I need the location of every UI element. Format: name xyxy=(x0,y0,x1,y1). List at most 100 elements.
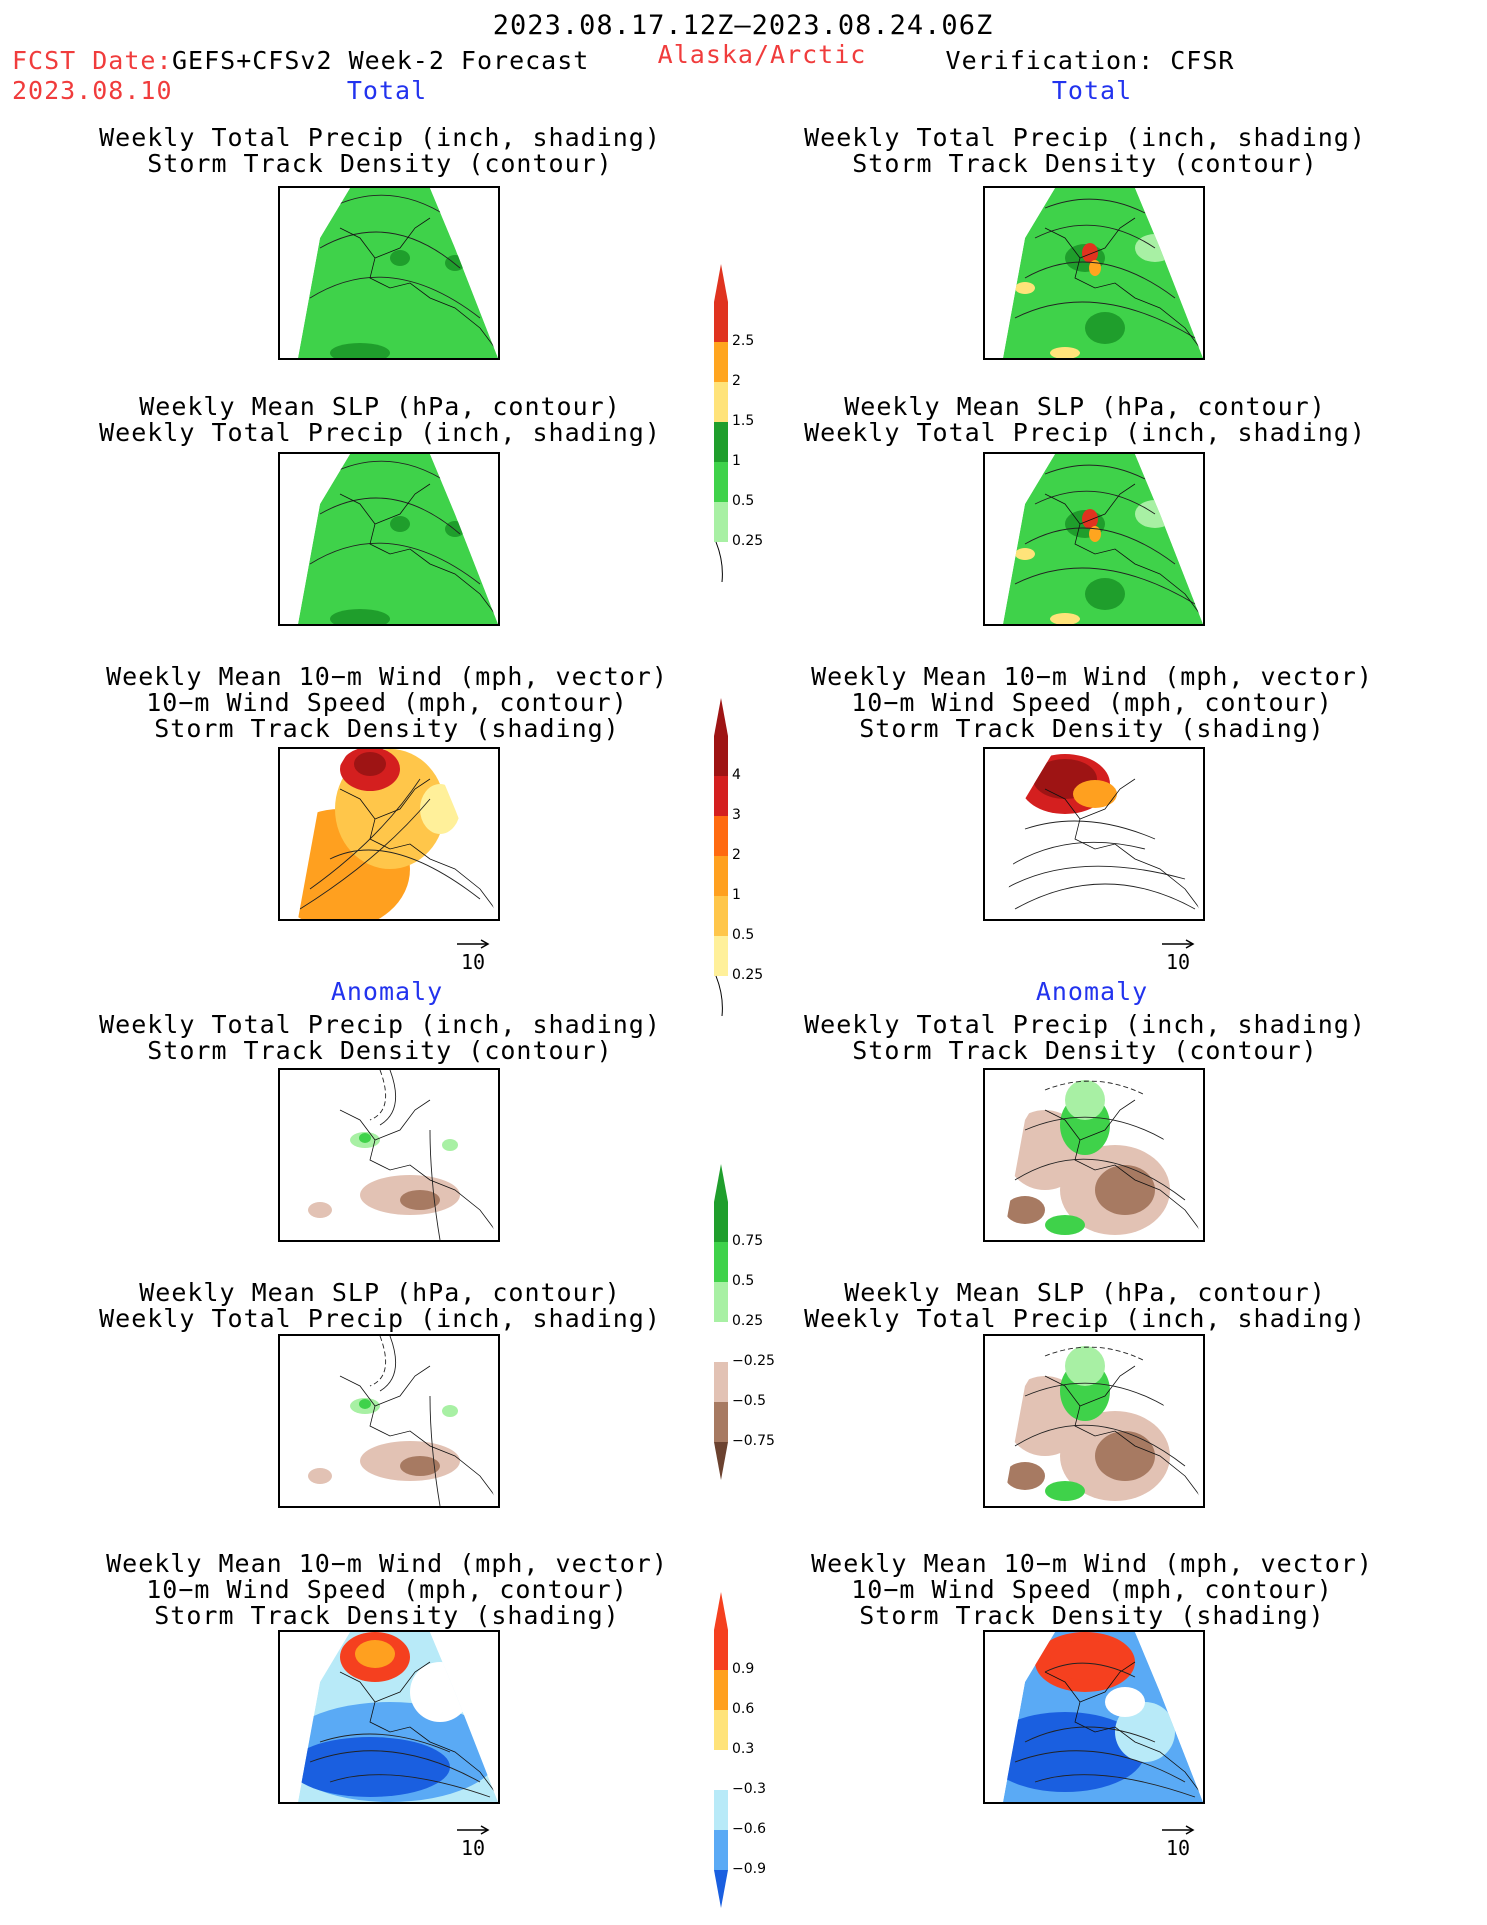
shade-region xyxy=(330,609,390,624)
colorbar-precip-anom: 0.75 0.5 0.25 −0.25 −0.5 −0.75 xyxy=(712,1162,775,1486)
shade-region xyxy=(330,343,390,358)
contour-line xyxy=(1024,1382,1166,1407)
colorbar-swatch xyxy=(714,502,728,542)
colorbar-swatch xyxy=(714,1830,728,1870)
map-total-precip-forecast xyxy=(278,186,500,360)
colorbar-label: 1 xyxy=(732,453,741,469)
shade-region xyxy=(1065,1080,1105,1120)
colorbar-swatch xyxy=(714,1322,728,1362)
colorbar-label: 0.25 xyxy=(732,1313,764,1329)
map-domain xyxy=(1003,188,1203,358)
shade-region xyxy=(1095,1431,1155,1481)
shade-region xyxy=(390,516,410,532)
map-canvas xyxy=(1003,1070,1203,1240)
contour-line xyxy=(1004,865,1186,890)
colorbar-swatch xyxy=(714,462,728,502)
map-domain xyxy=(298,1632,498,1802)
map-anom-slp-forecast xyxy=(278,1334,500,1508)
colorbar-precip-total: 2.5 2 1.5 1 0.5 0.25 xyxy=(712,262,763,586)
coastline xyxy=(339,217,496,349)
region-title: Alaska/Arctic xyxy=(657,40,867,69)
vector-ref-label: 10 xyxy=(460,1836,486,1860)
colorbar-swatch xyxy=(714,1630,728,1670)
shade-region xyxy=(1050,347,1080,358)
contour-line xyxy=(429,1129,441,1240)
shade-region xyxy=(308,1468,332,1484)
colorbar-swatch xyxy=(714,816,728,856)
colorbar-label: 0.6 xyxy=(732,1701,755,1717)
colorbar-label: 0.3 xyxy=(732,1741,755,1757)
shade-region xyxy=(390,250,410,266)
contour-line xyxy=(379,1070,397,1126)
map-anom-slp-verification xyxy=(983,1334,1205,1508)
colorbar-label: 0.25 xyxy=(732,533,764,549)
contour-line xyxy=(1024,527,1176,565)
contour-line xyxy=(1044,464,1146,480)
map-canvas xyxy=(1003,1336,1203,1506)
colorbar-cap xyxy=(714,1870,728,1908)
colorbar-swatch xyxy=(714,1710,728,1750)
map-anom-wind-forecast xyxy=(278,1630,500,1804)
contour-line xyxy=(1044,1346,1146,1362)
coastline xyxy=(339,778,496,910)
shade-region xyxy=(1085,312,1125,344)
shade-region xyxy=(1015,282,1035,294)
arrow-icon xyxy=(457,939,490,949)
colorbar-label: 2 xyxy=(732,847,741,863)
section-total-left: Total xyxy=(346,76,428,105)
contour-line xyxy=(319,1733,451,1753)
shade-region xyxy=(359,1133,371,1143)
contour-line xyxy=(1034,490,1156,515)
colorbar-label: 4 xyxy=(732,767,741,783)
shade-region xyxy=(445,521,465,537)
map-total-wind-verification xyxy=(983,747,1205,921)
shade-region xyxy=(1015,548,1035,560)
fcst-model: GEFS+CFSv2 Week-2 Forecast xyxy=(172,46,590,75)
coastline xyxy=(1044,1661,1201,1793)
colorbar-swatch xyxy=(714,776,728,816)
shade-region xyxy=(442,1405,458,1417)
colorbar-label: 2 xyxy=(732,373,741,389)
colorbar-tail xyxy=(715,975,723,1017)
contour-line xyxy=(319,497,461,535)
map-domain xyxy=(298,188,498,358)
contour-line xyxy=(1034,224,1156,249)
shade-region xyxy=(1082,243,1098,263)
contour-line xyxy=(429,1395,441,1506)
contour-line xyxy=(1014,1424,1186,1467)
colorbar-swatches xyxy=(714,1164,728,1480)
map-canvas xyxy=(298,749,498,919)
contour-line xyxy=(1044,198,1146,214)
shade-region xyxy=(1065,1346,1105,1386)
section-anomaly-left: Anomaly xyxy=(330,977,444,1006)
shade-region xyxy=(1045,1215,1085,1235)
colorbar-swatch xyxy=(714,422,728,462)
colorbar-label: 0.5 xyxy=(732,927,755,943)
map-total-slp-verification xyxy=(983,452,1205,626)
vector-ref-anom-right: 10 xyxy=(1160,1824,1196,1860)
title-anom-wind-right: Weekly Mean 10−m Wind (mph, vector) 10−m… xyxy=(811,1549,1373,1630)
title-total-wind-right: Weekly Mean 10−m Wind (mph, vector) 10−m… xyxy=(811,662,1373,743)
shade-region xyxy=(298,1737,450,1797)
colorbar-swatch xyxy=(714,1362,728,1402)
colorbar-tail xyxy=(715,541,723,583)
title-anom-precip-right: Weekly Total Precip (inch, shading) Stor… xyxy=(804,1010,1366,1065)
section-anomaly-right: Anomaly xyxy=(1035,977,1149,1006)
colorbar-swatch xyxy=(714,1790,728,1830)
colorbar-label: −0.6 xyxy=(732,1821,766,1837)
contour-line xyxy=(309,1750,481,1783)
map-domain xyxy=(1003,1336,1203,1506)
map-canvas xyxy=(298,1632,498,1802)
contour-line xyxy=(1004,841,1146,870)
colorbar-swatches xyxy=(714,698,728,1017)
vector-ref-anom-left: 10 xyxy=(455,1824,491,1860)
coastline xyxy=(339,1365,496,1497)
colorbar-cap xyxy=(714,1592,728,1630)
period-title: 2023.08.17.12Z–2023.08.24.06Z xyxy=(492,10,994,41)
colorbar-storm-anom: 0.9 0.6 0.3 −0.3 −0.6 −0.9 xyxy=(712,1590,766,1914)
coastline xyxy=(1044,1365,1201,1497)
colorbar-swatch xyxy=(714,936,728,976)
shade-region xyxy=(1050,1640,1120,1680)
colorbar-cap xyxy=(714,698,728,736)
title-anom-slp-right: Weekly Mean SLP (hPa, contour) Weekly To… xyxy=(804,1278,1366,1333)
